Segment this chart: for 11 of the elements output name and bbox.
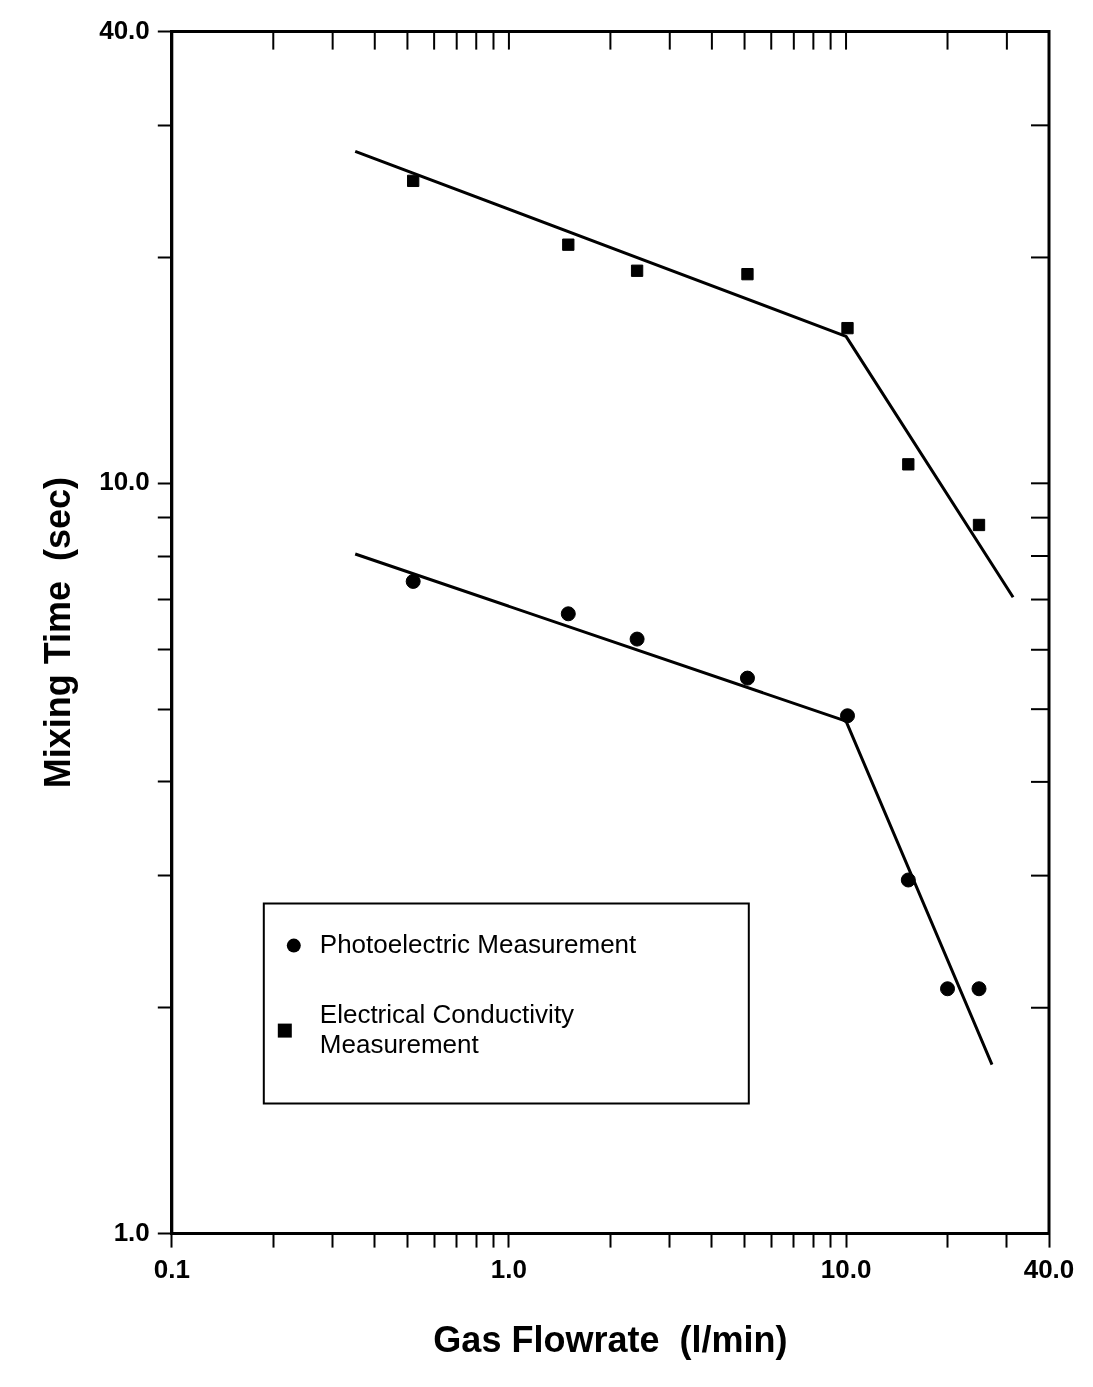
legend-label: Photoelectric Measurement <box>319 928 638 959</box>
y-axis-title: Mixing Time (sec) <box>36 476 78 789</box>
y-tick-label: 10.0 <box>99 466 150 497</box>
y-tick-label: 1.0 <box>113 1216 150 1247</box>
y-tick-label: 40.0 <box>99 14 150 45</box>
x-tick-label: 10.0 <box>820 1254 872 1285</box>
x-tick-label: 40.0 <box>1023 1254 1075 1285</box>
x-tick-label: 1.0 <box>490 1254 527 1285</box>
legend-label: Electrical Conductivity Measurement <box>319 998 575 1059</box>
x-axis-title: Gas Flowrate (l/min) <box>433 1319 788 1361</box>
x-tick-label: 0.1 <box>153 1254 190 1285</box>
